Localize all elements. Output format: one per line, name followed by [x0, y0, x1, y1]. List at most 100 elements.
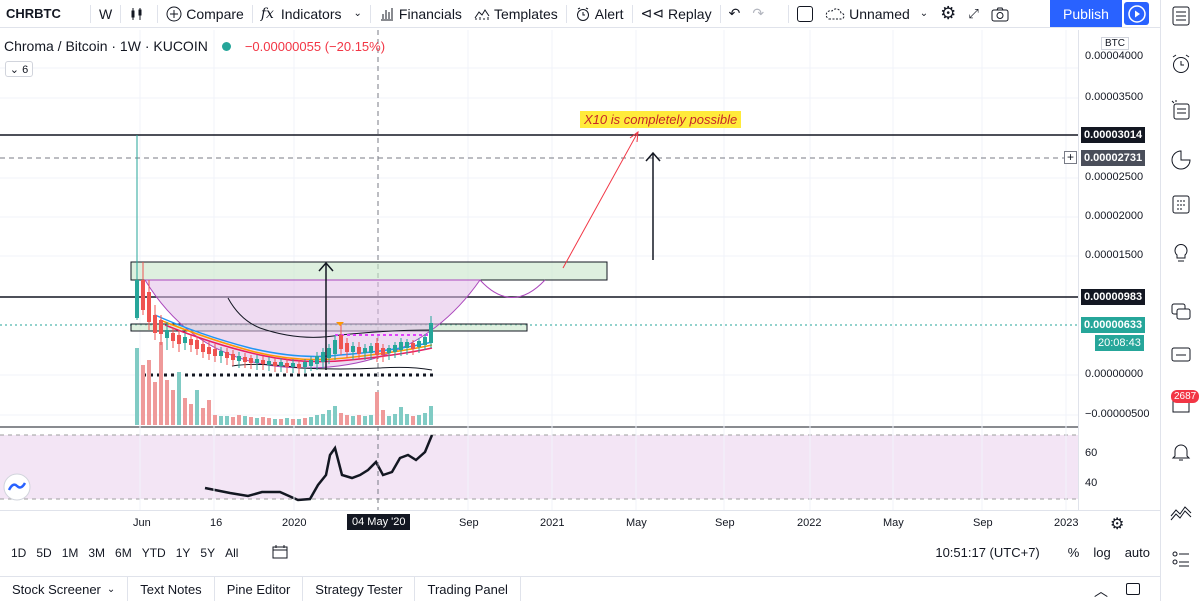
range-1d[interactable]: 1D [11, 546, 27, 560]
layout-button[interactable]: Unnamed ⌄ [819, 0, 934, 28]
resistance-price-tag: 0.00003014 [1081, 127, 1146, 143]
divider [157, 4, 159, 23]
range-3m[interactable]: 3M [88, 546, 106, 560]
rsi-band [0, 435, 1078, 499]
indicators-collapse-button[interactable]: ⌄ 6 [5, 61, 33, 77]
tab-strategy-tester[interactable]: Strategy Tester [303, 576, 416, 601]
tab-text-notes[interactable]: Text Notes [128, 576, 215, 601]
rewind-icon: ⊲⊲ [640, 5, 665, 21]
replay-button[interactable]: ⊲⊲ Replay [635, 0, 718, 28]
chevron-down-icon: ⌄ [106, 583, 116, 595]
percent-toggle[interactable]: % [1067, 545, 1080, 560]
fullscreen-toggle[interactable] [791, 0, 819, 28]
measure-arrowhead [318, 261, 334, 272]
price-axis[interactable]: BTC 0.00004000 0.00003500 0.00002500 0.0… [1078, 30, 1160, 510]
settings-button[interactable]: ⚙ [934, 0, 962, 28]
axis-settings-button[interactable]: ⚙ [1110, 514, 1124, 534]
indicators-button[interactable]: fx Indicators ⌄ [255, 0, 368, 28]
time-axis[interactable]: Jun 16 2020 Sep 2021 May Sep 2022 May Se… [0, 510, 1160, 536]
tab-pine-editor[interactable]: Pine Editor [215, 576, 304, 601]
square-icon [797, 5, 814, 22]
play-button[interactable] [1124, 2, 1149, 25]
price-label: 0.00002500 [1085, 171, 1144, 183]
expand-icon: ⤢ [968, 5, 979, 21]
tab-label: Stock Screener [12, 581, 101, 597]
tab-trading-panel[interactable]: Trading Panel [415, 576, 521, 601]
currency-label[interactable]: BTC [1101, 37, 1129, 50]
chart-type-button[interactable] [123, 0, 155, 28]
timezone-clock[interactable]: 10:51:17 (UTC+7) [935, 545, 1040, 560]
redo-button[interactable]: ↷ [746, 0, 770, 28]
data-window-icon[interactable] [1169, 98, 1193, 122]
play-icon [1127, 4, 1146, 23]
range-1y[interactable]: 1Y [175, 546, 191, 560]
undo-button[interactable]: ↶ [723, 0, 747, 28]
collapse-panel-button[interactable]: ︿ [1094, 583, 1108, 599]
ma-orange [159, 319, 433, 361]
interval-button[interactable]: W [99, 5, 113, 22]
range-5y[interactable]: 5Y [200, 546, 216, 560]
log-toggle[interactable]: log [1093, 545, 1111, 560]
financials-button[interactable]: Financials [373, 0, 468, 28]
candles-icon [131, 7, 142, 20]
object-tree-icon[interactable] [1169, 548, 1193, 572]
bollinger-upper [227, 297, 433, 338]
templates-button[interactable]: Templates [468, 0, 564, 28]
top-toolbar: CHRBTC W Compare fx Indicators ⌄ Financi… [0, 0, 1160, 28]
gear-icon: ⚙ [1110, 516, 1125, 533]
compare-button[interactable]: Compare [160, 0, 250, 28]
goto-date-button[interactable] [267, 544, 293, 562]
alert-button[interactable]: Alert [569, 0, 630, 28]
time-label: Sep [459, 517, 479, 529]
time-label: 2022 [797, 517, 822, 529]
fx-icon: fx [260, 5, 274, 22]
range-1m[interactable]: 1M [61, 546, 79, 560]
last-price-tag: 0.00000633 [1081, 317, 1146, 333]
symbol-search[interactable]: CHRBTC [6, 6, 61, 21]
divider [788, 4, 790, 23]
range-all[interactable]: All [225, 546, 239, 560]
watchlist-icon[interactable] [1169, 4, 1193, 28]
indicators-label: Indicators [280, 5, 342, 22]
snapshot-button[interactable] [985, 0, 1019, 28]
calendar-icon[interactable] [1169, 192, 1193, 216]
bell-icon[interactable] [1169, 440, 1193, 464]
redo-icon: ↷ [752, 5, 765, 21]
range-6m[interactable]: 6M [115, 546, 132, 560]
right-sidebar [1160, 0, 1200, 601]
trend-icon[interactable] [1169, 500, 1193, 524]
time-label: 2023 [1054, 517, 1079, 529]
chat-icon[interactable] [1169, 300, 1193, 324]
alarm-clock-icon[interactable] [1169, 52, 1193, 76]
price-label: −0.00000500 [1085, 408, 1150, 420]
chart-canvas[interactable] [0, 30, 1078, 510]
bollinger-lower [231, 363, 433, 371]
financials-label: Financials [398, 5, 462, 22]
price-change: −0.00000055 (−20.15%) [244, 38, 386, 54]
price-label: 0.00003500 [1085, 91, 1144, 103]
ideas-stream-icon[interactable] [1169, 343, 1193, 367]
publish-button[interactable]: Publish [1050, 0, 1122, 27]
symbol-title[interactable]: Chroma / Bitcoin · 1W · KUCOIN [4, 38, 208, 54]
maximize-panel-button[interactable] [1126, 583, 1140, 595]
handle-pattern [479, 279, 546, 298]
time-label: Sep [973, 517, 993, 529]
bar-chart-icon [380, 7, 393, 20]
hotlist-icon[interactable] [1169, 148, 1193, 172]
undo-icon: ↶ [728, 5, 741, 21]
auto-toggle[interactable]: auto [1124, 545, 1150, 560]
target-arrowhead [645, 151, 661, 162]
target-zone-rectangle[interactable] [130, 261, 608, 281]
chart-pane[interactable] [0, 30, 1078, 510]
notification-badge: 2687 [1171, 390, 1200, 403]
time-cursor-label: 04 May '20 [347, 514, 411, 530]
chart-annotation[interactable]: X10 is completely possible [580, 111, 742, 128]
range-ytd[interactable]: YTD [141, 546, 166, 560]
logo-wave-icon [7, 482, 27, 491]
projection-arrow[interactable] [562, 131, 639, 269]
range-5d[interactable]: 5D [36, 546, 52, 560]
lightbulb-icon[interactable] [1169, 241, 1193, 265]
tab-stock-screener[interactable]: Stock Screener ⌄ [0, 576, 129, 601]
fullscreen-button[interactable]: ⤢ [962, 0, 984, 28]
add-alert-button[interactable]: + [1064, 151, 1077, 164]
